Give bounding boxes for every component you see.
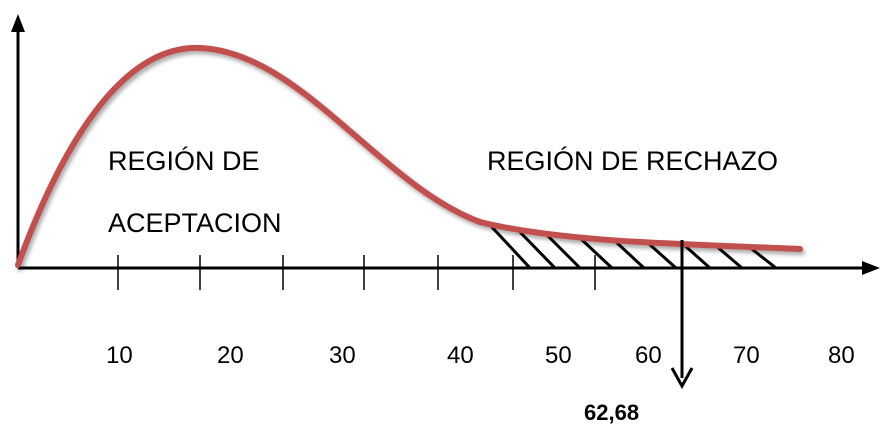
hatch-line	[488, 223, 532, 270]
tick-label: 70	[733, 342, 760, 369]
tick-label: 60	[635, 342, 662, 369]
hatch-line	[647, 241, 677, 270]
x-axis-arrowhead	[862, 261, 880, 275]
tick-label: 20	[217, 342, 244, 369]
hatch-line	[714, 243, 743, 270]
hatch-line	[613, 239, 646, 270]
tick-label: 30	[329, 342, 356, 369]
acceptance-region-label-line1: REGIÓN DE	[108, 145, 260, 176]
tick-label: 80	[828, 342, 855, 369]
rejection-region-hatching	[488, 223, 777, 270]
rejection-region-label: REGIÓN DE RECHAZO	[487, 145, 778, 176]
critical-value-arrowhead	[670, 367, 694, 390]
tick-label: 50	[545, 342, 572, 369]
tick-label: 10	[106, 342, 133, 369]
hatch-line	[543, 231, 582, 270]
hatch-line	[516, 228, 557, 270]
x-axis-tick-labels: 10 20 30 40 50 60 70 80	[106, 342, 855, 369]
critical-value-label: 62,68	[584, 400, 639, 425]
x-axis-tick-marks	[117, 255, 596, 290]
tick-label: 40	[447, 342, 474, 369]
y-axis-arrowhead	[11, 14, 25, 32]
acceptance-region-label-line2: ACEPTACION	[108, 208, 282, 238]
hatch-line	[682, 242, 711, 270]
hatch-line	[578, 236, 614, 270]
distribution-curve	[15, 44, 803, 268]
